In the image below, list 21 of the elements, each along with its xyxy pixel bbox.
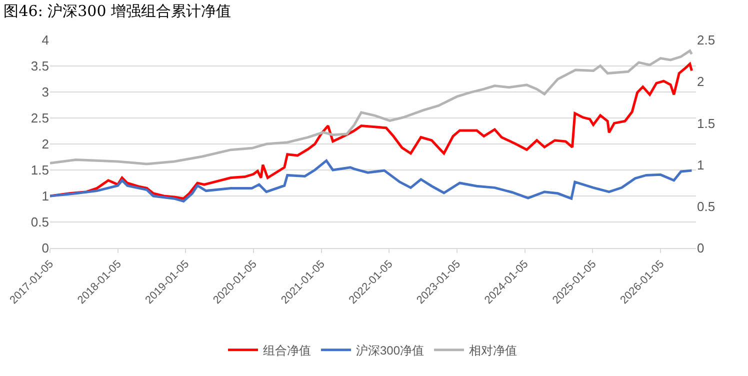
y-tick-label: 3 [42,84,49,100]
y-tick-label: 3.5 [30,58,49,74]
y-tick-label: 1 [42,188,49,204]
y-tick-label: 0 [42,240,49,256]
y-tick-label: 4 [42,32,49,48]
line-series [50,50,693,166]
y2-tick-label: 2 [697,74,704,90]
chart-title: 图46: 沪深300 增强组合累计净值 [4,2,232,20]
y-tick-label: 0.5 [30,214,49,230]
y-tick-label: 2.5 [30,110,49,126]
y2-tick-label: 0.5 [697,198,716,214]
y-tick-label: 1.5 [30,162,49,178]
y2-tick-label: 0 [697,240,704,256]
y2-tick-label: 1 [697,157,704,172]
legend-label: 组合净值 [263,344,311,358]
line-series [50,159,693,202]
y2-tick-label: 2.5 [697,32,716,48]
y-tick-label: 2 [42,136,49,152]
legend-label: 相对净值 [469,344,518,358]
y2-tick-label: 1.5 [697,116,716,131]
legend-label: 沪深300净值 [356,344,424,358]
